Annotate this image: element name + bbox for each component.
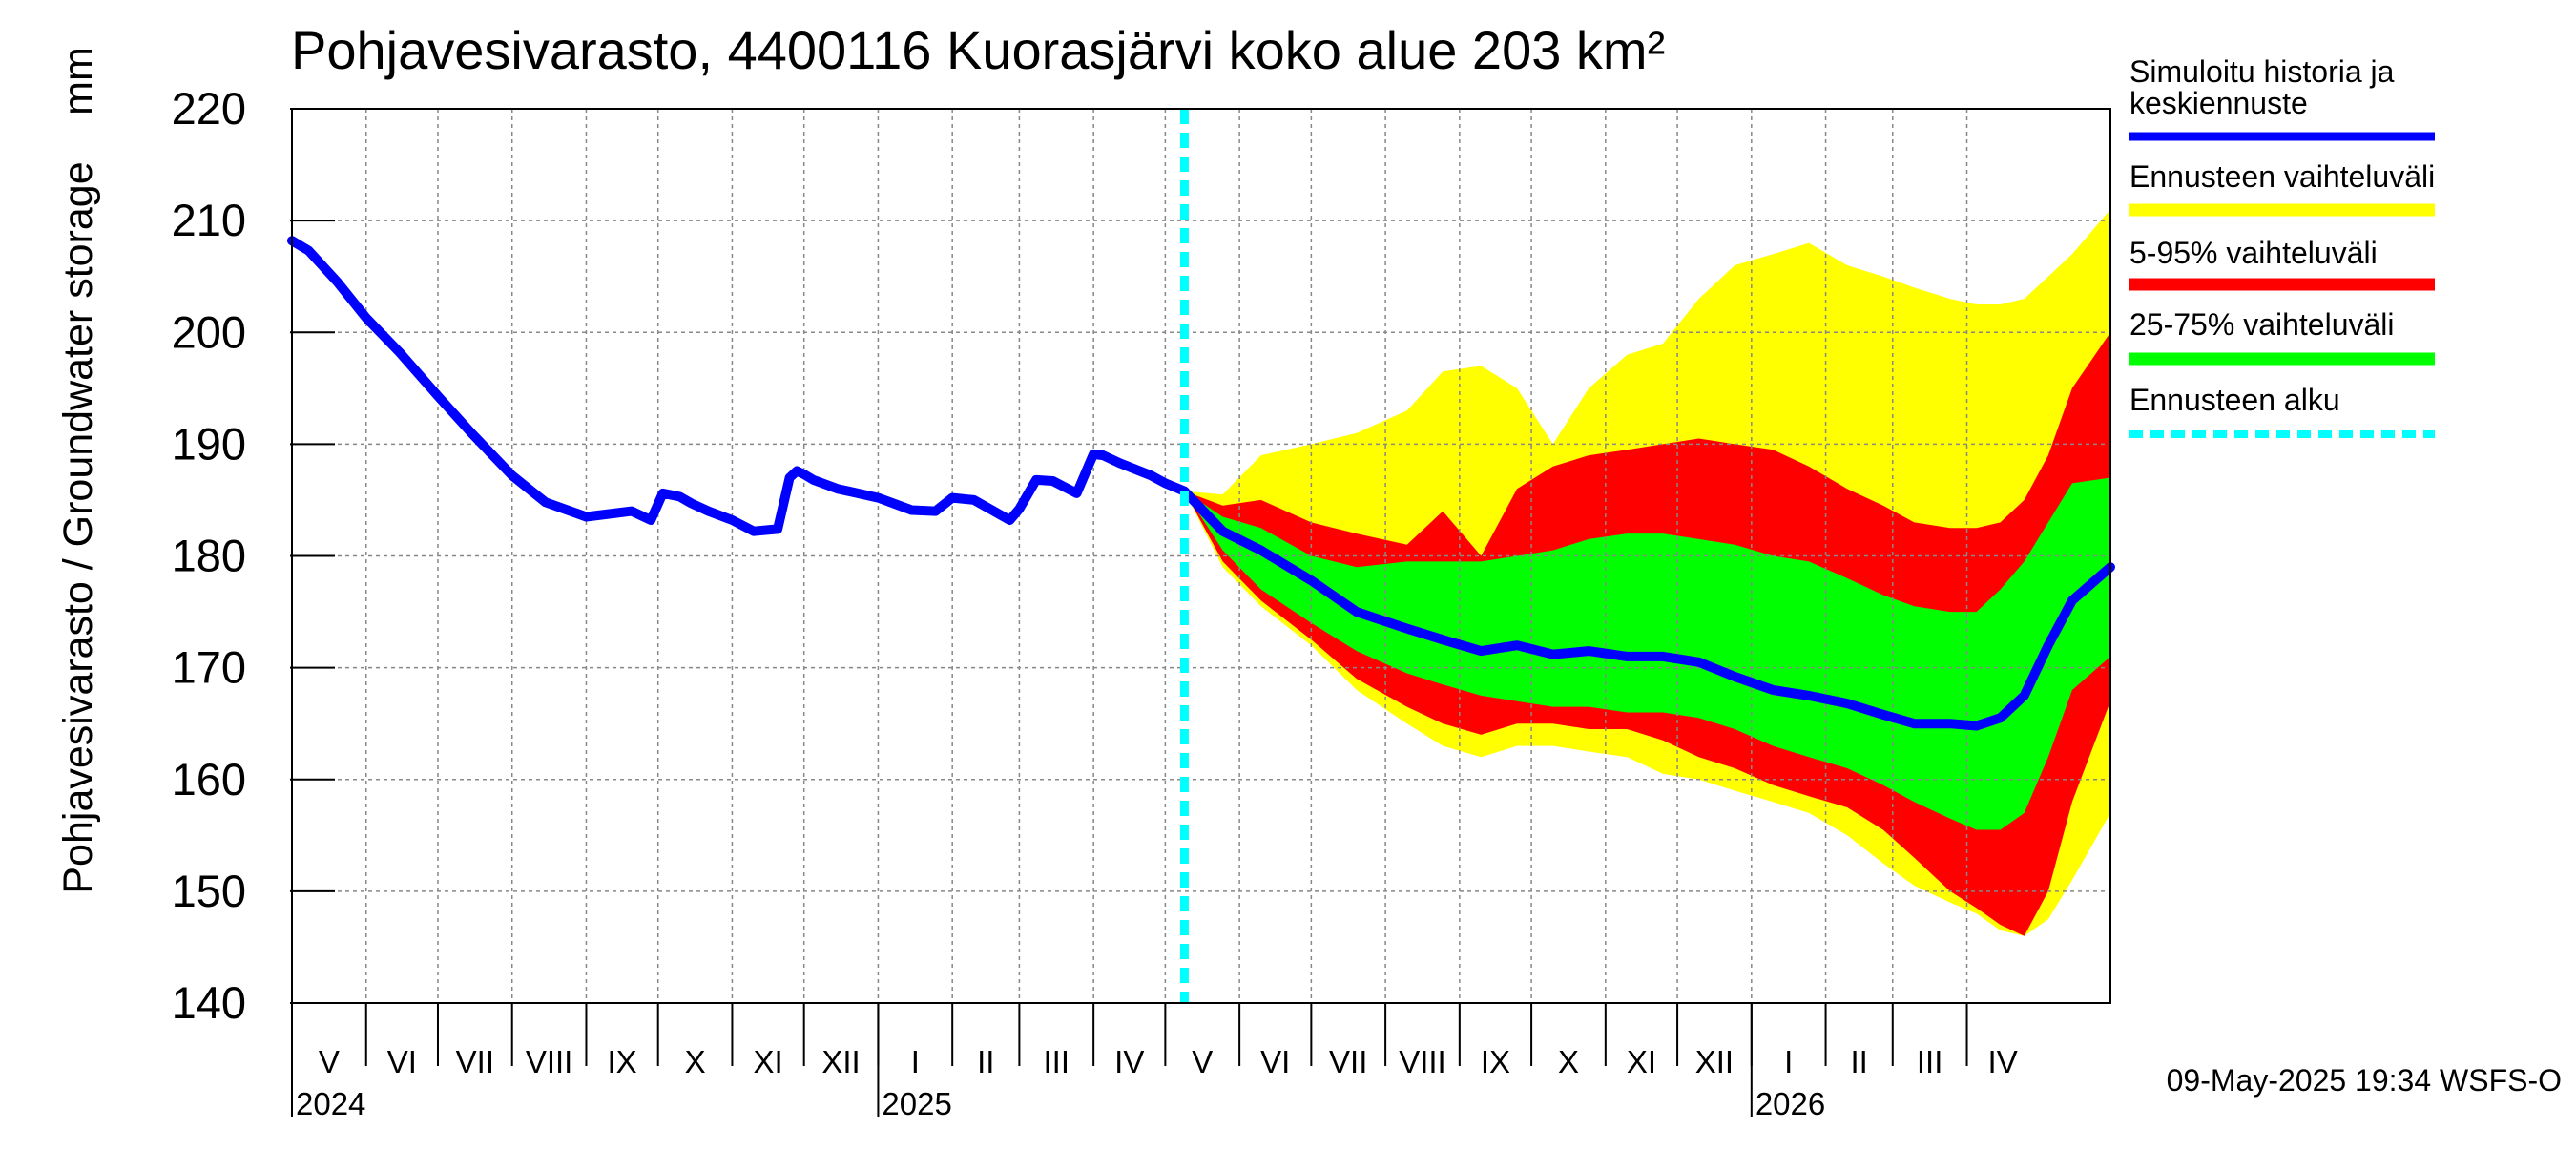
y-tick-label: 220	[172, 83, 246, 134]
month-label: IX	[607, 1044, 636, 1079]
line-forecast-median	[1179, 486, 2115, 731]
y-axis-label: Pohjavesivarasto / Groundwater storage	[55, 161, 101, 893]
month-label: III	[1917, 1044, 1943, 1079]
legend-label-p25_75: 25-75% vaihteluväli	[2129, 307, 2395, 342]
month-label: X	[1558, 1044, 1579, 1079]
month-label: XII	[821, 1044, 860, 1079]
month-label: VI	[1260, 1044, 1290, 1079]
y-tick-label: 140	[172, 977, 246, 1028]
month-label: VIII	[1399, 1044, 1446, 1079]
year-label: 2026	[1755, 1086, 1825, 1121]
month-label: IV	[1988, 1044, 2018, 1079]
year-label: 2024	[296, 1086, 365, 1121]
month-label: I	[1784, 1044, 1793, 1079]
y-tick-label: 150	[172, 866, 246, 916]
month-label: XI	[1627, 1044, 1656, 1079]
month-label: V	[1192, 1044, 1213, 1079]
month-label: V	[319, 1044, 340, 1079]
month-label: I	[911, 1044, 920, 1079]
y-tick-label: 190	[172, 418, 246, 469]
line-history	[287, 236, 1190, 536]
forecast-bands	[1184, 209, 2110, 936]
y-tick-label: 170	[172, 642, 246, 693]
month-label: IV	[1114, 1044, 1144, 1079]
legend-label-p5_95: 5-95% vaihteluväli	[2129, 236, 2378, 270]
month-label: VIII	[526, 1044, 573, 1079]
month-label: III	[1044, 1044, 1070, 1079]
y-tick-label: 180	[172, 531, 246, 581]
y-tick-label: 160	[172, 754, 246, 805]
month-label: XII	[1695, 1044, 1734, 1079]
chart-title: Pohjavesivarasto, 4400116 Kuorasjärvi ko…	[291, 20, 1665, 80]
legend-label-start: Ennusteen alku	[2129, 383, 2340, 417]
year-label: 2025	[882, 1086, 951, 1121]
month-label: II	[977, 1044, 994, 1079]
month-label: IX	[1481, 1044, 1510, 1079]
month-label: VI	[387, 1044, 417, 1079]
legend-label-range: Ennusteen vaihteluväli	[2129, 159, 2435, 194]
series-lines	[287, 109, 2115, 1003]
y-tick-label: 200	[172, 306, 246, 357]
month-label: VII	[456, 1044, 494, 1079]
y-tick-label: 210	[172, 195, 246, 245]
y-axis-unit: mm	[55, 47, 101, 115]
footer-timestamp: 09-May-2025 19:34 WSFS-O	[2167, 1063, 2562, 1098]
month-label: VII	[1329, 1044, 1367, 1079]
legend-label-median: Simuloitu historia ja keskiennuste	[2129, 54, 2395, 120]
month-label: X	[685, 1044, 706, 1079]
month-label: XI	[753, 1044, 782, 1079]
month-label: II	[1850, 1044, 1867, 1079]
grid	[292, 109, 2110, 1003]
legend: Simuloitu historia ja keskiennuste Ennuste…	[2129, 54, 2435, 438]
